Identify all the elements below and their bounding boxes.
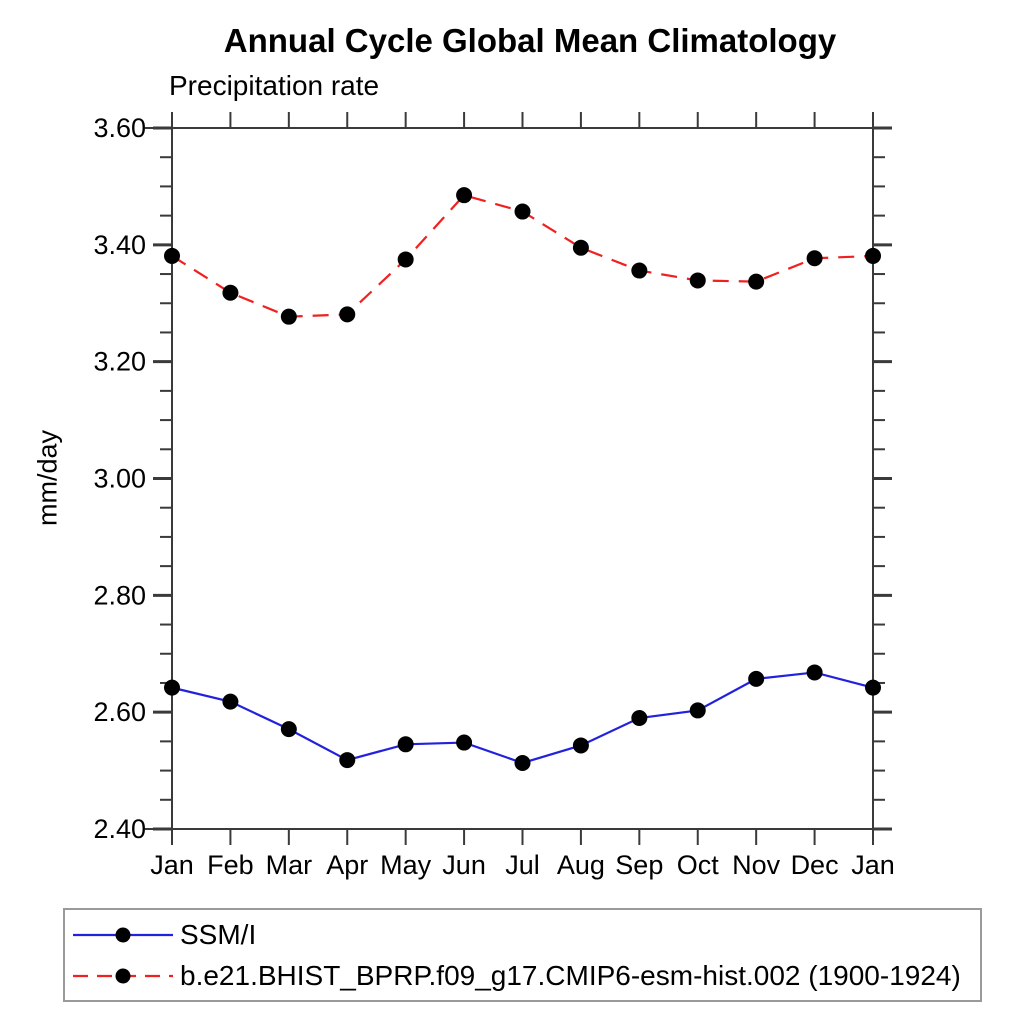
legend: SSM/I b.e21.BHIST_BPRP.f09_g17.CMIP6-esm… bbox=[63, 908, 982, 1002]
chart-subtitle: Precipitation rate bbox=[169, 70, 380, 101]
legend-marker-icon bbox=[115, 927, 131, 942]
x-tick-label: Oct bbox=[677, 850, 720, 880]
y-tick-label: 2.60 bbox=[93, 697, 146, 727]
x-tick-label: Jul bbox=[505, 850, 540, 880]
x-tick-label: Sep bbox=[615, 850, 663, 880]
x-tick-label: Nov bbox=[732, 850, 781, 880]
x-tick-label: Jan bbox=[851, 850, 895, 880]
legend-marker-icon bbox=[115, 968, 131, 983]
legend-label: SSM/I bbox=[180, 918, 257, 950]
legend-sample-line-dashed bbox=[73, 968, 173, 983]
data-point bbox=[456, 734, 473, 751]
chart-title: Annual Cycle Global Mean Climatology bbox=[223, 22, 837, 59]
data-point bbox=[280, 721, 297, 738]
x-tick-label: Dec bbox=[791, 850, 839, 880]
data-point bbox=[164, 679, 180, 696]
data-point bbox=[397, 736, 414, 753]
legend-label: b.e21.BHIST_BPRP.f09_g17.CMIP6-esm-hist.… bbox=[180, 959, 961, 991]
x-tick-label: Jan bbox=[150, 850, 194, 880]
data-point bbox=[572, 737, 589, 754]
data-point bbox=[164, 247, 180, 264]
legend-item-model: b.e21.BHIST_BPRP.f09_g17.CMIP6-esm-hist.… bbox=[70, 960, 980, 992]
data-point bbox=[689, 272, 706, 289]
x-tick-label: Apr bbox=[326, 850, 368, 880]
x-tick-label: Aug bbox=[557, 850, 605, 880]
y-tick-label: 3.20 bbox=[93, 347, 146, 377]
data-point bbox=[806, 664, 823, 681]
data-point bbox=[339, 752, 356, 769]
data-point bbox=[456, 187, 473, 204]
y-tick-label: 3.40 bbox=[93, 230, 146, 260]
data-point bbox=[514, 203, 531, 220]
data-point bbox=[631, 710, 648, 727]
x-tick-label: Jun bbox=[442, 850, 486, 880]
data-point bbox=[748, 273, 765, 290]
legend-item-ssmi: SSM/I bbox=[70, 919, 980, 951]
legend-sample-line-solid bbox=[73, 927, 173, 942]
data-point bbox=[339, 306, 356, 323]
data-point bbox=[865, 679, 881, 696]
data-point bbox=[748, 670, 765, 687]
data-point bbox=[514, 754, 531, 771]
data-point bbox=[222, 693, 239, 710]
data-point bbox=[397, 251, 414, 268]
x-tick-label: Mar bbox=[266, 850, 313, 880]
x-tick-label: Feb bbox=[207, 850, 254, 880]
data-point bbox=[865, 247, 881, 264]
y-tick-label: 2.40 bbox=[93, 814, 146, 844]
y-tick-label: 2.80 bbox=[93, 580, 146, 610]
data-point bbox=[280, 308, 297, 325]
x-tick-label: May bbox=[380, 850, 432, 880]
y-tick-label: 3.60 bbox=[93, 113, 146, 143]
data-point bbox=[631, 262, 648, 279]
data-point bbox=[689, 702, 706, 719]
data-point bbox=[572, 239, 589, 256]
data-point bbox=[806, 250, 823, 267]
series-line-ssmi bbox=[171, 671, 874, 765]
y-tick-label: 3.00 bbox=[93, 464, 146, 494]
data-point bbox=[222, 284, 239, 301]
